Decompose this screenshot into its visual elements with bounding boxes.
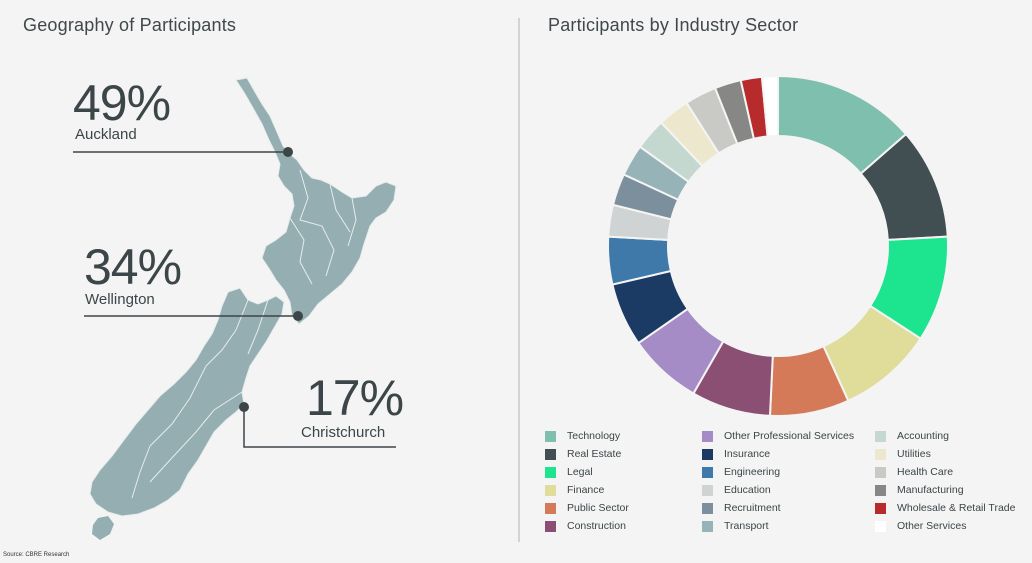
legend-item-technology: Technology	[545, 429, 620, 443]
legend-item-legal: Legal	[545, 465, 593, 479]
legend-item-wholesale-and-retail-trade: Wholesale & Retail Trade	[875, 501, 1015, 515]
legend-swatch	[875, 448, 886, 460]
legend-label: Wholesale & Retail Trade	[897, 502, 1016, 514]
legend-label: Other Professional Services	[724, 430, 855, 442]
auckland-marker	[283, 147, 293, 157]
legend-item-construction: Construction	[545, 519, 626, 533]
legend-label: Construction	[567, 520, 626, 532]
legend-item-finance: Finance	[545, 483, 604, 497]
legend-swatch	[702, 430, 713, 442]
legend-label: Health Care	[897, 466, 954, 478]
legend-item-real-estate: Real Estate	[545, 447, 621, 461]
legend-item-other-professional-services: Other Professional Services	[702, 429, 854, 443]
legend-item-transport: Transport	[702, 519, 769, 533]
legend-swatch	[875, 520, 886, 532]
legend-swatch	[545, 520, 556, 532]
legend-swatch	[875, 502, 886, 514]
legend-item-recruitment: Recruitment	[702, 501, 781, 515]
legend-item-health-care: Health Care	[875, 465, 953, 479]
legend-swatch	[545, 448, 556, 460]
legend-label: Technology	[567, 430, 621, 442]
legend-item-education: Education	[702, 483, 771, 497]
region-boundaries	[131, 169, 357, 499]
legend-swatch	[702, 448, 713, 460]
legend-label: Engineering	[724, 466, 781, 478]
nz-map	[73, 77, 397, 540]
donut-title: Participants by Industry Sector	[548, 15, 799, 35]
legend-swatch	[545, 484, 556, 496]
source-note: Source: CBRE Research	[3, 552, 70, 558]
industry-donut-chart	[607, 74, 949, 417]
legend-item-engineering: Engineering	[702, 465, 780, 479]
legend-swatch	[702, 502, 713, 514]
legend-label: Education	[724, 484, 771, 496]
auckland-percent: 49%	[73, 75, 171, 131]
panel-divider	[518, 18, 520, 542]
christchurch-percent: 17%	[306, 370, 404, 426]
legend-swatch	[545, 466, 556, 478]
legend-swatch	[702, 520, 713, 532]
wellington-percent: 34%	[84, 239, 182, 295]
legend-label: Finance	[567, 484, 605, 496]
legend-label: Manufacturing	[897, 484, 964, 496]
legend-item-manufacturing: Manufacturing	[875, 483, 964, 497]
donut-legend: Technology Real Estate Legal Finance Public …	[545, 429, 1015, 539]
legend-label: Real Estate	[567, 448, 622, 460]
legend-swatch	[545, 502, 556, 514]
legend-item-other-services: Other Services	[875, 519, 966, 533]
legend-item-utilities: Utilities	[875, 447, 931, 461]
wellington-label: Wellington	[85, 291, 155, 308]
legend-label: Recruitment	[724, 502, 781, 514]
slice-other-services	[760, 74, 779, 138]
legend-swatch	[875, 466, 886, 478]
legend-swatch	[875, 430, 886, 442]
legend-item-accounting: Accounting	[875, 429, 949, 443]
legend-label: Public Sector	[567, 502, 629, 514]
legend-label: Legal	[567, 466, 593, 478]
legend-item-insurance: Insurance	[702, 447, 770, 461]
legend-swatch	[702, 466, 713, 478]
christchurch-leader-line	[243, 407, 396, 448]
legend-swatch	[702, 484, 713, 496]
stewart-island-shape	[92, 516, 114, 540]
legend-label: Insurance	[724, 448, 771, 460]
wellington-marker	[293, 311, 303, 321]
christchurch-marker	[239, 402, 249, 412]
christchurch-label: Christchurch	[301, 424, 386, 441]
legend-swatch	[545, 430, 556, 442]
legend-label: Utilities	[897, 448, 931, 460]
north-island-shape	[235, 77, 397, 325]
legend-swatch	[875, 484, 886, 496]
legend-item-public-sector: Public Sector	[545, 501, 629, 515]
legend-label: Accounting	[897, 430, 949, 442]
auckland-label: Auckland	[75, 126, 137, 143]
map-title: Geography of Participants	[23, 15, 237, 35]
legend-label: Transport	[724, 520, 769, 532]
legend-label: Other Services	[897, 520, 967, 532]
